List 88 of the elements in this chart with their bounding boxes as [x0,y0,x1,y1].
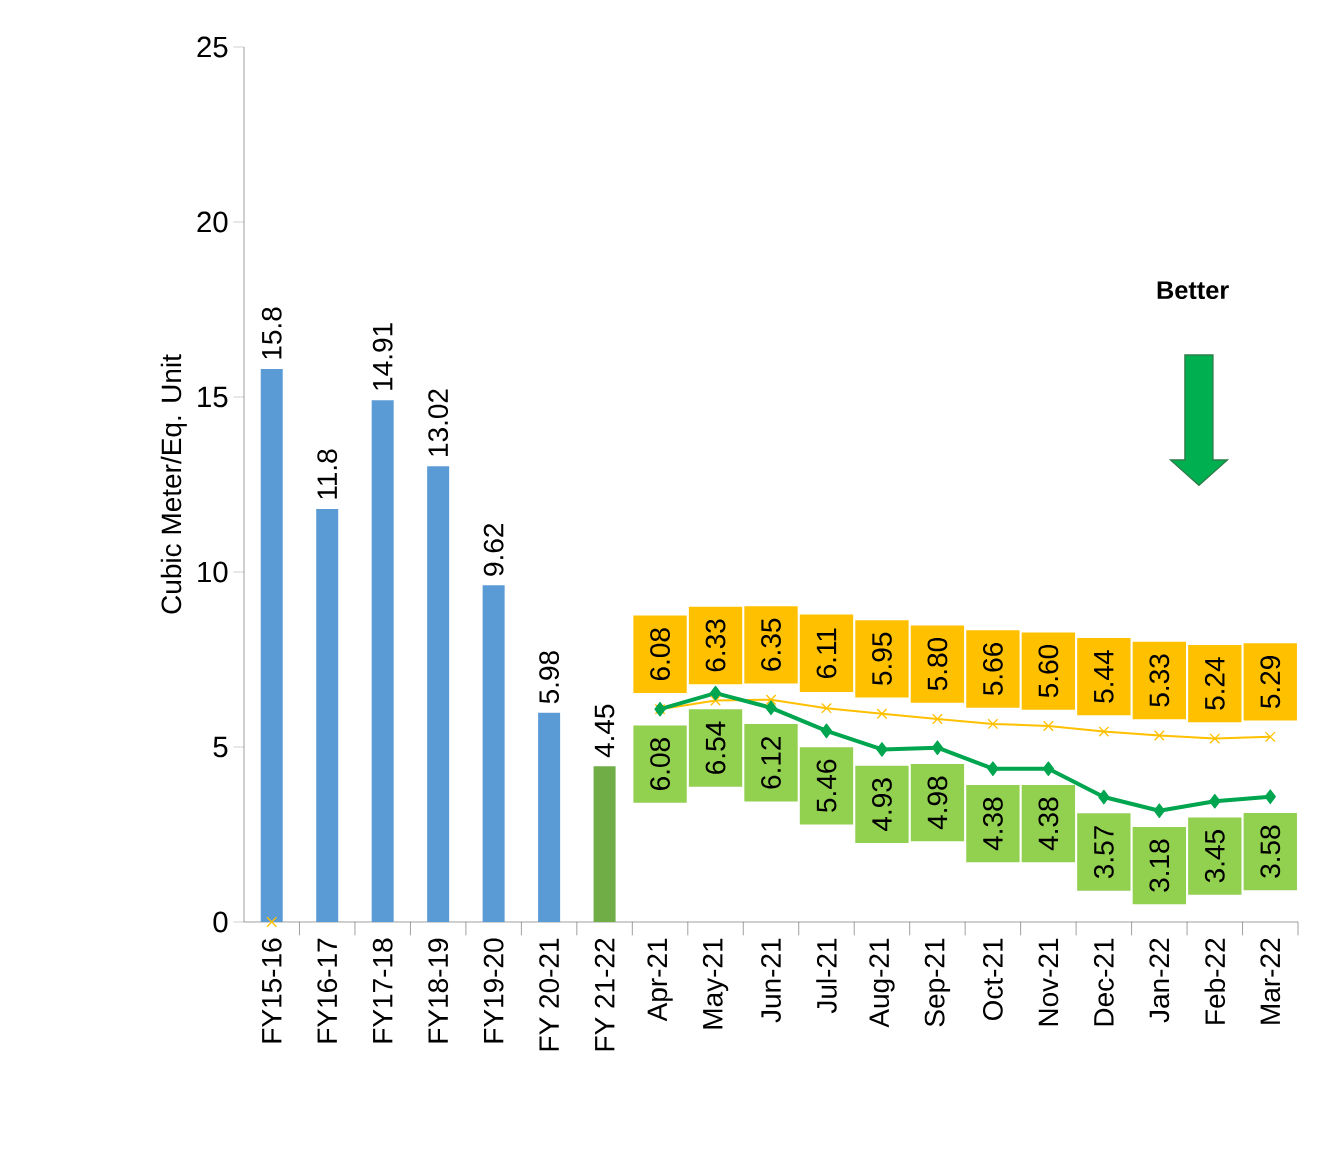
point [987,718,999,730]
x-tick-label: FY15-16 [261,938,282,1043]
bar [316,508,339,922]
x-tick-label: Feb-22 [1204,938,1226,1024]
bar [371,400,394,922]
data-label: 5.29 [1260,656,1281,709]
x-tick-label: Jul-21 [816,938,837,1014]
data-label: 5.33 [1149,654,1170,707]
y-tick-label: 20 [197,211,228,233]
point [820,723,833,739]
data-label: 6.11 [816,628,837,678]
y-tick-label: 0 [213,911,228,933]
data-label: 5.44 [1094,650,1114,703]
bar [593,766,616,922]
x-tick-label: FY17-18 [372,938,393,1043]
data-label: 5.95 [872,632,892,685]
x-tick-label: Dec-21 [1093,938,1114,1026]
data-label: 5.60 [1038,644,1059,698]
y-tick-label: 25 [197,36,228,58]
data-label: 5.80 [927,637,948,691]
data-label: 6.35 [761,618,781,671]
data-label: 5.24 [1204,657,1225,710]
point [1264,789,1276,805]
x-tick-label: FY16-17 [317,938,338,1043]
x-tick-label: FY19-20 [483,938,504,1043]
point [1209,733,1221,744]
point [932,713,943,725]
bar [538,712,561,922]
x-tick-label: May-21 [702,938,729,1029]
data-label: 15.8 [261,307,282,359]
data-label: 6.08 [650,628,670,681]
point [1209,793,1221,809]
x-tick-label: FY 21-22 [594,938,615,1051]
x-tick-label: Aug-21 [869,938,895,1028]
x-tick-label: FY 20-21 [539,938,560,1051]
data-label: 6.54 [705,721,726,774]
data-label: 5.46 [816,759,837,812]
data-label: 11.8 [317,449,338,499]
annotation: Better [1157,281,1229,300]
point [1153,803,1165,819]
data-label: 3.58 [1260,825,1281,878]
point [876,708,888,720]
point [709,685,722,701]
x-tick-label: FY18-19 [428,938,449,1043]
point [931,740,944,756]
point [821,702,832,714]
bar [427,466,450,922]
data-label: 4.38 [982,797,1003,851]
point [266,916,278,928]
data-label: 13.02 [428,389,449,456]
x-tick-label: Jun-21 [761,938,781,1023]
x-tick-label: Oct-21 [982,938,1003,1021]
x-tick-label: Apr-21 [647,938,673,1022]
point [1042,761,1055,777]
bar [260,369,283,922]
data-label: 6.12 [761,736,781,789]
data-label: 4.93 [872,778,892,831]
data-label: 14.91 [372,323,393,390]
y-tick-label: 10 [198,561,228,583]
data-label: 3.18 [1149,839,1170,892]
x-tick-label: Jan-22 [1149,938,1170,1023]
data-label: 5.66 [982,642,1003,696]
point [1264,731,1276,743]
point [765,700,777,716]
x-tick-label: Sep-21 [924,938,951,1027]
x-tick-label: Nov-21 [1038,938,1059,1026]
bar [482,585,505,922]
x-tick-label: Mar-22 [1260,938,1281,1024]
data-label: 3.57 [1093,826,1114,879]
point [710,695,721,706]
point [1153,730,1165,741]
data-label: 5.98 [539,651,560,704]
point [1098,726,1110,737]
data-label: 6.08 [650,738,670,790]
data-label: 6.33 [705,619,726,672]
data-label: 4.38 [1038,797,1059,851]
point [1042,720,1054,732]
data-label: 9.62 [483,523,504,576]
data-label: 3.45 [1204,830,1225,883]
point [765,694,777,706]
data-label: 4.98 [927,776,948,830]
point [1098,789,1110,805]
y-tick-label: 5 [213,736,228,758]
point [987,761,999,777]
y-tick-label: 15 [198,386,228,408]
data-label: 4.45 [594,704,615,758]
y-axis-title: Cubic Meter/Eq. Unit [160,354,187,614]
point [876,742,888,757]
